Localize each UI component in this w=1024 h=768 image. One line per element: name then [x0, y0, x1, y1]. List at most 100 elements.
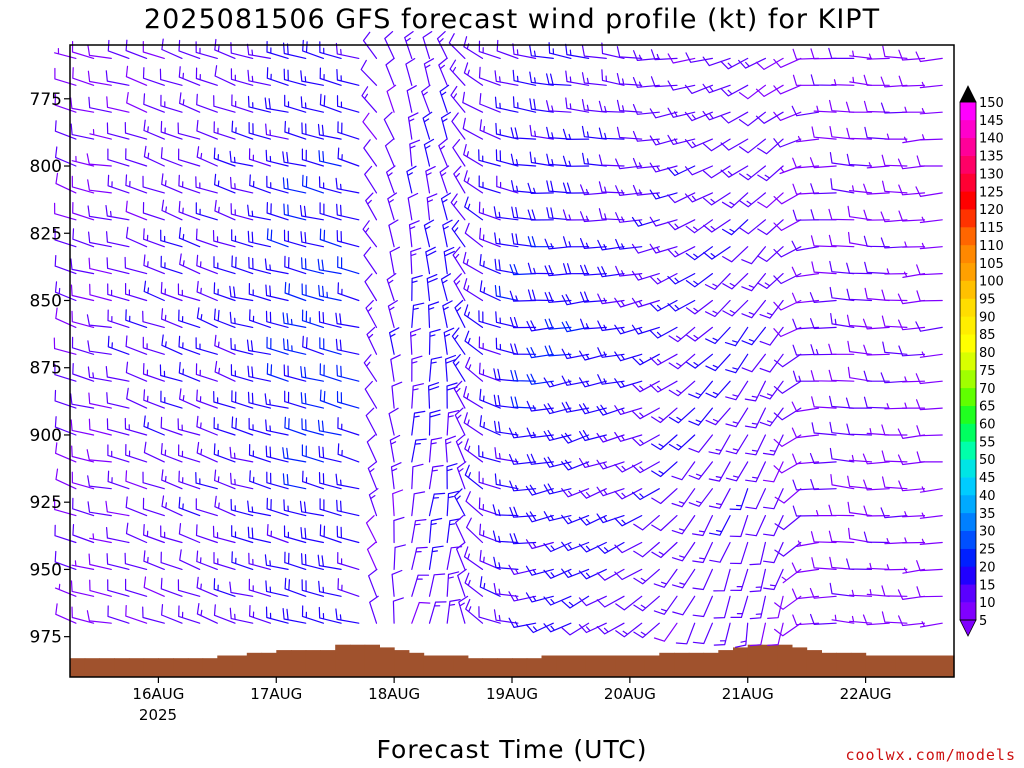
terrain-step: [335, 644, 351, 677]
wind-barb: [725, 434, 749, 455]
wind-barb: [692, 622, 713, 645]
wind-barb: [828, 208, 855, 221]
x-tick-label: 19AUG: [486, 685, 538, 703]
wind-barb: [446, 490, 460, 517]
wind-barb: [543, 403, 572, 415]
wind-barb: [450, 193, 466, 221]
wind-barb: [739, 138, 766, 154]
colorbar-tick-label: 150: [979, 96, 1004, 111]
wind-barb: [302, 470, 324, 490]
wind-barb: [725, 380, 749, 401]
terrain-step: [438, 655, 454, 677]
terrain-step: [291, 650, 307, 677]
colorbar-tick-label: 105: [979, 257, 1004, 272]
terrain-step: [276, 650, 292, 677]
wind-barb: [125, 496, 148, 517]
wind-barb: [813, 105, 837, 113]
wind-barb: [462, 251, 484, 275]
wind-barb: [143, 119, 165, 140]
wind-barb: [284, 281, 307, 302]
wind-barb: [125, 335, 148, 355]
wind-barb: [365, 515, 378, 544]
wind-barb: [543, 511, 572, 522]
wind-barb: [578, 568, 607, 580]
wind-barb: [757, 138, 784, 155]
wind-barb: [247, 95, 271, 113]
wind-barb: [632, 130, 660, 142]
wind-barb: [266, 202, 289, 221]
wind-barb: [847, 475, 873, 490]
terrain-step: [747, 644, 763, 677]
x-axis-label: Forecast Time (UTC): [377, 735, 648, 764]
wind-barb: [762, 434, 784, 456]
terrain-step: [615, 655, 631, 677]
wind-barb: [72, 67, 95, 86]
chart-title: 2025081506 GFS forecast wind profile (kt…: [144, 4, 880, 35]
terrain-step: [202, 658, 218, 677]
wind-barb: [161, 604, 183, 624]
wind-barb: [411, 574, 430, 597]
wind-barb: [525, 511, 554, 523]
wind-barb: [632, 353, 660, 366]
wind-barb: [445, 435, 456, 463]
y-tick-label: 975: [30, 628, 62, 648]
wind-barb: [898, 184, 926, 196]
wind-barb: [578, 595, 607, 607]
wind-barb: [178, 605, 201, 624]
wind-barb: [773, 219, 802, 231]
wind-barb: [510, 396, 537, 409]
wind-barb: [811, 557, 837, 570]
wind-barb: [633, 622, 660, 639]
wind-barb: [463, 412, 484, 436]
wind-barb: [810, 74, 837, 86]
wind-barb: [87, 44, 112, 59]
wind-barb: [614, 405, 643, 415]
wind-barb: [811, 396, 837, 409]
wind-barb: [631, 270, 660, 281]
wind-barb: [478, 606, 501, 624]
colorbar-segment: [960, 352, 976, 371]
wind-barb: [213, 578, 236, 597]
wind-barb: [337, 578, 360, 597]
wind-barb: [898, 75, 926, 87]
wind-barb: [247, 526, 271, 544]
wind-barb: [614, 515, 643, 527]
wind-barb: [125, 578, 148, 597]
colorbar-segment: [960, 334, 976, 353]
wind-barb: [337, 417, 360, 436]
wind-barb: [749, 568, 766, 593]
wind-barb: [265, 419, 289, 436]
wind-barb: [195, 472, 218, 490]
wind-barb: [510, 127, 537, 140]
wind-barb: [411, 491, 426, 517]
wind-barb: [160, 551, 183, 570]
wind-barb: [389, 327, 400, 355]
wind-barb: [667, 299, 696, 312]
wind-barb: [898, 345, 926, 357]
wind-barb: [337, 443, 360, 463]
wind-barb: [214, 173, 236, 194]
wind-barb: [685, 219, 713, 234]
wind-barb: [126, 387, 148, 409]
wind-barb: [668, 353, 696, 370]
wind-barb: [565, 43, 590, 59]
wind-barb: [919, 81, 943, 89]
wind-barb: [72, 202, 95, 221]
wind-barb: [633, 515, 660, 531]
colorbar-segment: [960, 137, 976, 156]
terrain-step: [114, 658, 130, 677]
wind-barb: [543, 595, 572, 606]
wind-barb: [632, 380, 660, 393]
wind-barb: [284, 416, 307, 436]
wind-barb: [142, 471, 165, 490]
wind-barb: [105, 366, 130, 382]
colorbar-segment: [960, 173, 976, 192]
wind-barb: [248, 148, 271, 167]
wind-barb: [454, 407, 466, 436]
wind-barb: [386, 84, 397, 113]
wind-barb: [722, 246, 749, 263]
wind-barb: [649, 243, 678, 254]
wind-barb: [916, 560, 943, 572]
wind-barb: [755, 84, 784, 97]
wind-barb: [685, 299, 713, 315]
